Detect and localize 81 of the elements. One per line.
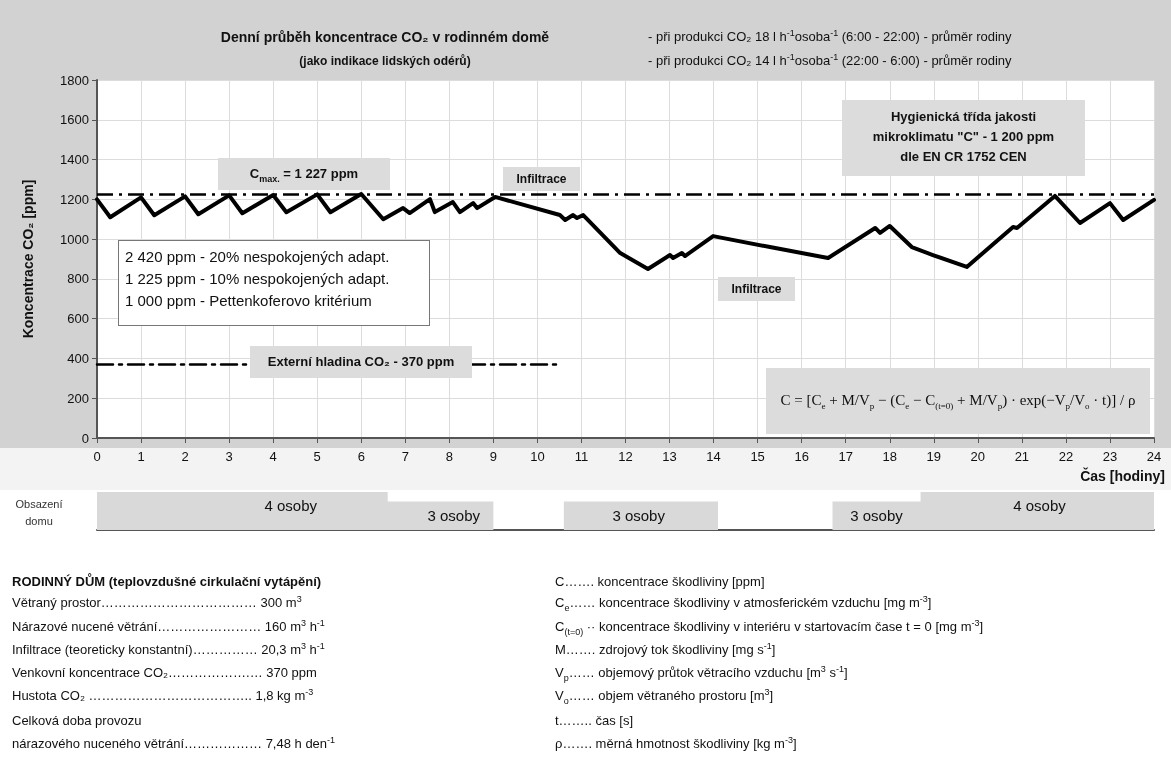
note-box: Infiltrace	[718, 277, 795, 301]
text: ρ……. měrná hmotnost škodliviny [kg m$^{-3}$]	[555, 734, 797, 752]
text: - při produkci CO₂ 14 l h$^{-1}$osoba$^{-1}$ (22:00 - 6:00) - průměr rodiny	[648, 51, 1012, 69]
x-tick-label: 17	[838, 449, 853, 464]
annotation: 1 000 ppm - Pettenkoferovo kritérium	[125, 292, 372, 309]
x-tick-label: 3	[225, 449, 233, 464]
data-label: 3 osoby	[611, 506, 666, 524]
y-axis-title: Obsazení domu	[14, 497, 64, 529]
x-tick-label: 4	[269, 449, 277, 464]
text: Celková doba provozu	[12, 713, 142, 729]
x-tick-label: 24	[1146, 449, 1162, 464]
x-tick-label: 20	[970, 449, 986, 464]
chart-subtitle: (jako indikace lidských odérů)	[299, 54, 471, 68]
note-box: C$_{max.}$ = 1 227 ppm	[218, 157, 390, 190]
text: Hustota CO₂ ……………………………….. 1,8 kg m$^{-3}$	[12, 686, 314, 704]
x-axis-title: Čas [hodiny]	[1079, 468, 1165, 484]
y-tick-label: 1600	[60, 112, 89, 128]
x-tick-label: 6	[357, 449, 365, 464]
text: C$_{e}$…… koncentrace škodliviny v atmosferickém vzduchu [mg m$^{-3}$]	[555, 593, 932, 613]
data-label: 3 osoby	[426, 506, 481, 524]
text: nárazového nuceného větrání……………… 7,48 h den$^{-1}$	[12, 734, 336, 752]
note-box: 2 420 ppm - 20% nespokojených adapt. 1 225 ppm - 10% nespokojených adapt. 1 000 ppm - Pettenkoferovo kritérium	[118, 240, 430, 326]
data-label: 3 osoby	[849, 506, 904, 524]
x-tick-label: 13	[662, 449, 677, 464]
y-tick-label: 0	[81, 430, 89, 446]
y-tick-label: 1400	[60, 152, 89, 168]
note-box: Hygienická třída jakosti mikroklimatu "C" - 1 200 ppm dle EN CR 1752 CEN	[842, 100, 1085, 176]
x-tick-label: 5	[313, 449, 321, 464]
annotation: Infiltrace	[515, 171, 568, 187]
text: Nárazové nucené větrání…………………… 160 m$^{3}$ h$^{-1}$	[12, 617, 325, 635]
x-tick-label: 12	[618, 449, 633, 464]
y-tick-label: 200	[67, 390, 89, 406]
note-box: C = [C$_{e}$ + M/V$_{p}$ − (C$_{e}$ − C$_{(t=0)}$ + M/V$_{p}$) · exp(−V$_{p}$/V$_{o}$ · t)] / ρ	[766, 368, 1150, 434]
y-tick-label: 1000	[60, 231, 89, 247]
y-tick-label: 1800	[60, 72, 89, 88]
annotation: Hygienická třída jakosti	[889, 109, 1038, 125]
x-tick-label: 22	[1058, 449, 1074, 464]
text: M……. zdrojový tok škodliviny [mg s$^{-1}$]	[555, 640, 776, 658]
line-series	[95, 191, 1156, 271]
annotation: Infiltrace	[730, 281, 783, 297]
text: Venkovní koncentrace CO₂……………….… 370 ppm	[12, 665, 317, 681]
annotation: mikroklimatu "C" - 1 200 ppm	[871, 129, 1056, 145]
data-label: 4 osoby	[263, 497, 319, 514]
x-tick-label: 18	[882, 449, 897, 464]
text: Větraný prostor……………………………… 300 m$^{3}$	[12, 593, 302, 611]
x-tick-label: 0	[93, 449, 101, 464]
annotation: 1 225 ppm - 10% nespokojených adapt.	[125, 270, 390, 287]
x-tick-label: 23	[1102, 449, 1118, 464]
text: C……. koncentrace škodliviny [ppm]	[555, 574, 765, 590]
series-label: Externí hladina CO₂ - 370 ppm	[266, 354, 456, 371]
note-box: Externí hladina CO₂ - 370 ppm	[250, 346, 472, 379]
x-tick-label: 14	[706, 449, 721, 464]
x-tick-label: 1	[137, 449, 145, 464]
note-box: Infiltrace	[503, 167, 580, 191]
x-tick-label: 15	[750, 449, 765, 464]
text: V$_{p}$…… objemový průtok větracího vzduchu [m$^{3}$ s$^{-1}$]	[555, 663, 848, 683]
text: C$_{(t=0)}$ ·· koncentrace škodliviny v interiéru v startovacím čase t = 0 [mg m$^{-3}$]	[555, 617, 984, 637]
annotation: dle EN CR 1752 CEN	[899, 149, 1028, 165]
y-tick-label: 600	[67, 311, 89, 327]
annotation: 2 420 ppm - 20% nespokojených adapt.	[125, 248, 390, 265]
x-tick-label: 10	[530, 449, 545, 464]
x-tick-label: 8	[445, 449, 453, 464]
text: RODINNÝ DŮM (teplovzdušné cirkulační vytápění)	[12, 574, 322, 590]
chart-title: Denní průběh koncentrace CO₂ v rodinném domě	[220, 29, 550, 45]
text: V$_{o}$…… objem větraného prostoru [m$^{3}$]	[555, 686, 774, 706]
x-tick-label: 16	[794, 449, 809, 464]
y-tick-label: 1200	[60, 191, 89, 207]
text: t…….. čas [s]	[555, 713, 634, 729]
text: - při produkci CO₂ 18 l h$^{-1}$osoba$^{-1}$ (6:00 - 22:00) - průměr rodiny	[648, 27, 1012, 45]
x-tick-label: 9	[489, 449, 497, 464]
x-tick-label: 7	[401, 449, 409, 464]
x-tick-label: 2	[181, 449, 189, 464]
ref-line-label: C$_{max.}$ = 1 227 ppm	[248, 165, 360, 184]
data-label: 4 osoby	[1012, 497, 1067, 514]
y-axis-title: Koncentrace CO₂ [ppm]	[20, 179, 36, 339]
x-tick-label: 21	[1014, 449, 1030, 464]
x-tick-label: 19	[926, 449, 942, 464]
x-tick-label: 11	[574, 449, 589, 464]
y-tick-label: 800	[67, 271, 89, 287]
text: Infiltrace (teoreticky konstantní)…………… 20,3 m$^{3}$ h$^{-1}$	[12, 640, 325, 658]
y-tick-label: 400	[67, 350, 89, 366]
